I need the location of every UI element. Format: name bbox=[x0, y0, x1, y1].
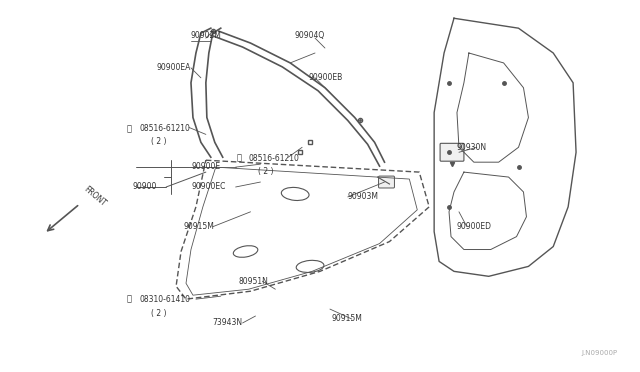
Text: 90900: 90900 bbox=[132, 183, 157, 192]
Text: 08310-61410: 08310-61410 bbox=[140, 295, 190, 304]
Text: 90900ED: 90900ED bbox=[457, 222, 492, 231]
Text: Ⓢ: Ⓢ bbox=[127, 124, 132, 133]
Text: 90902M: 90902M bbox=[191, 31, 221, 40]
FancyBboxPatch shape bbox=[440, 143, 464, 161]
Ellipse shape bbox=[234, 246, 258, 257]
Text: ( 2 ): ( 2 ) bbox=[151, 308, 167, 318]
Text: 73943N: 73943N bbox=[213, 318, 243, 327]
Ellipse shape bbox=[296, 260, 324, 272]
Text: 08516-61210: 08516-61210 bbox=[248, 154, 300, 163]
Text: FRONT: FRONT bbox=[82, 185, 108, 209]
Text: ( 2 ): ( 2 ) bbox=[151, 137, 167, 146]
Text: 90915M: 90915M bbox=[332, 314, 363, 324]
Text: 08516-61210: 08516-61210 bbox=[140, 124, 190, 133]
Text: 90903M: 90903M bbox=[348, 192, 379, 201]
Text: 90904Q: 90904Q bbox=[295, 31, 325, 40]
Text: 90900EB: 90900EB bbox=[308, 73, 342, 82]
Text: 90915M: 90915M bbox=[183, 222, 214, 231]
Text: 80951N: 80951N bbox=[239, 277, 269, 286]
Text: 90900E: 90900E bbox=[192, 162, 221, 171]
Text: 90930N: 90930N bbox=[457, 143, 487, 152]
Ellipse shape bbox=[282, 187, 309, 201]
Text: 90900EC: 90900EC bbox=[192, 183, 227, 192]
Text: 90900EA: 90900EA bbox=[156, 63, 191, 73]
Text: ( 2 ): ( 2 ) bbox=[259, 167, 274, 176]
FancyBboxPatch shape bbox=[378, 176, 394, 188]
Text: Ⓢ: Ⓢ bbox=[236, 154, 241, 163]
Text: J.N09000P: J.N09000P bbox=[582, 350, 618, 356]
Text: Ⓢ: Ⓢ bbox=[127, 295, 132, 304]
